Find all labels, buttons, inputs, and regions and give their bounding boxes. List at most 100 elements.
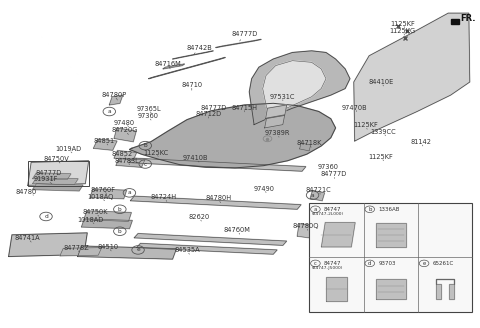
Text: 84851: 84851 bbox=[94, 138, 115, 145]
Text: 84777D: 84777D bbox=[231, 31, 258, 41]
Polygon shape bbox=[149, 57, 225, 79]
Text: 84741A: 84741A bbox=[15, 235, 41, 242]
Polygon shape bbox=[33, 178, 78, 185]
Text: 1336AB: 1336AB bbox=[378, 207, 400, 212]
Text: e: e bbox=[136, 247, 140, 253]
Text: 84750V: 84750V bbox=[44, 156, 70, 163]
Text: (84747-2L000): (84747-2L000) bbox=[312, 212, 344, 216]
Text: 1125KC: 1125KC bbox=[143, 150, 168, 156]
Polygon shape bbox=[114, 151, 137, 160]
Polygon shape bbox=[131, 196, 301, 209]
Text: 97360: 97360 bbox=[318, 164, 339, 171]
Polygon shape bbox=[130, 103, 336, 168]
Polygon shape bbox=[116, 158, 145, 167]
Text: a: a bbox=[314, 207, 317, 212]
Text: b: b bbox=[118, 229, 122, 234]
Text: 84750K: 84750K bbox=[82, 209, 108, 216]
Text: 84712D: 84712D bbox=[195, 111, 222, 118]
Polygon shape bbox=[137, 243, 277, 254]
Text: 1019AD: 1019AD bbox=[55, 146, 81, 153]
Polygon shape bbox=[173, 51, 213, 59]
Polygon shape bbox=[84, 211, 132, 221]
Polygon shape bbox=[326, 277, 347, 301]
Text: 65261C: 65261C bbox=[433, 261, 454, 266]
Text: 1125KF: 1125KF bbox=[390, 21, 415, 28]
Text: 97360: 97360 bbox=[138, 113, 159, 120]
Polygon shape bbox=[322, 223, 355, 247]
Bar bbox=[309, 203, 472, 312]
Text: a: a bbox=[128, 190, 131, 195]
Text: 84780H: 84780H bbox=[205, 195, 231, 203]
Text: 81142: 81142 bbox=[410, 139, 432, 146]
Text: 1125KF: 1125KF bbox=[353, 122, 378, 129]
Text: 84510: 84510 bbox=[97, 244, 119, 251]
Polygon shape bbox=[265, 105, 287, 119]
Polygon shape bbox=[82, 219, 132, 229]
Polygon shape bbox=[376, 223, 406, 247]
Polygon shape bbox=[90, 189, 127, 199]
Text: b: b bbox=[144, 143, 147, 148]
Polygon shape bbox=[263, 61, 326, 115]
Text: 93703: 93703 bbox=[378, 261, 396, 266]
Text: d: d bbox=[44, 214, 48, 219]
Text: c: c bbox=[314, 261, 317, 266]
Text: 84410E: 84410E bbox=[369, 79, 394, 86]
Text: 1125KF: 1125KF bbox=[369, 154, 394, 161]
Text: 84721C: 84721C bbox=[306, 187, 332, 194]
Text: b: b bbox=[118, 207, 122, 212]
Text: c: c bbox=[144, 161, 147, 167]
Text: 84710: 84710 bbox=[181, 82, 202, 90]
Polygon shape bbox=[376, 279, 406, 298]
Text: 84777D: 84777D bbox=[36, 170, 62, 177]
Polygon shape bbox=[9, 233, 87, 256]
Polygon shape bbox=[300, 143, 311, 151]
Text: 84780P: 84780P bbox=[101, 92, 127, 100]
Polygon shape bbox=[60, 248, 102, 256]
Text: 84783L: 84783L bbox=[115, 158, 139, 165]
Text: a: a bbox=[108, 109, 111, 114]
Polygon shape bbox=[264, 115, 285, 128]
Text: 84777D: 84777D bbox=[320, 172, 346, 178]
Polygon shape bbox=[78, 246, 177, 259]
Text: b: b bbox=[368, 207, 372, 212]
Text: 84778Z: 84778Z bbox=[64, 245, 90, 252]
Polygon shape bbox=[310, 191, 324, 201]
Text: 84747: 84747 bbox=[324, 261, 342, 266]
Text: 1018AD: 1018AD bbox=[77, 217, 103, 224]
Text: 84852: 84852 bbox=[112, 151, 133, 157]
Text: 97389R: 97389R bbox=[264, 131, 290, 137]
Polygon shape bbox=[297, 224, 318, 239]
Text: 97480: 97480 bbox=[114, 120, 135, 127]
Text: 1125KG: 1125KG bbox=[390, 28, 416, 35]
Text: 84780Q: 84780Q bbox=[293, 223, 319, 230]
Text: 84716M: 84716M bbox=[155, 61, 181, 69]
Text: 84535A: 84535A bbox=[174, 247, 200, 254]
Text: 84718K: 84718K bbox=[297, 140, 322, 147]
Text: 84720G: 84720G bbox=[111, 127, 138, 134]
Text: d: d bbox=[368, 261, 372, 266]
Polygon shape bbox=[354, 13, 470, 141]
Text: 97365L: 97365L bbox=[136, 106, 161, 113]
Text: 82620: 82620 bbox=[188, 214, 210, 221]
Polygon shape bbox=[114, 128, 136, 142]
Polygon shape bbox=[33, 184, 83, 191]
Text: 97410B: 97410B bbox=[183, 155, 208, 162]
Polygon shape bbox=[28, 161, 89, 185]
Text: 84777D: 84777D bbox=[200, 105, 227, 112]
Polygon shape bbox=[134, 234, 287, 245]
Polygon shape bbox=[249, 51, 350, 125]
Text: a: a bbox=[311, 193, 314, 198]
Text: FR.: FR. bbox=[460, 14, 476, 23]
Text: 91931F: 91931F bbox=[34, 176, 58, 184]
Text: e: e bbox=[422, 261, 426, 266]
Bar bbox=[451, 19, 459, 24]
Polygon shape bbox=[130, 158, 306, 171]
Polygon shape bbox=[109, 95, 123, 105]
Text: 84742B: 84742B bbox=[186, 45, 212, 54]
Text: 84715H: 84715H bbox=[231, 105, 257, 112]
Polygon shape bbox=[94, 139, 117, 150]
Text: 1339CC: 1339CC bbox=[371, 129, 396, 136]
Polygon shape bbox=[163, 64, 185, 69]
Text: 84760F: 84760F bbox=[91, 187, 116, 194]
Text: 97531C: 97531C bbox=[270, 94, 296, 101]
